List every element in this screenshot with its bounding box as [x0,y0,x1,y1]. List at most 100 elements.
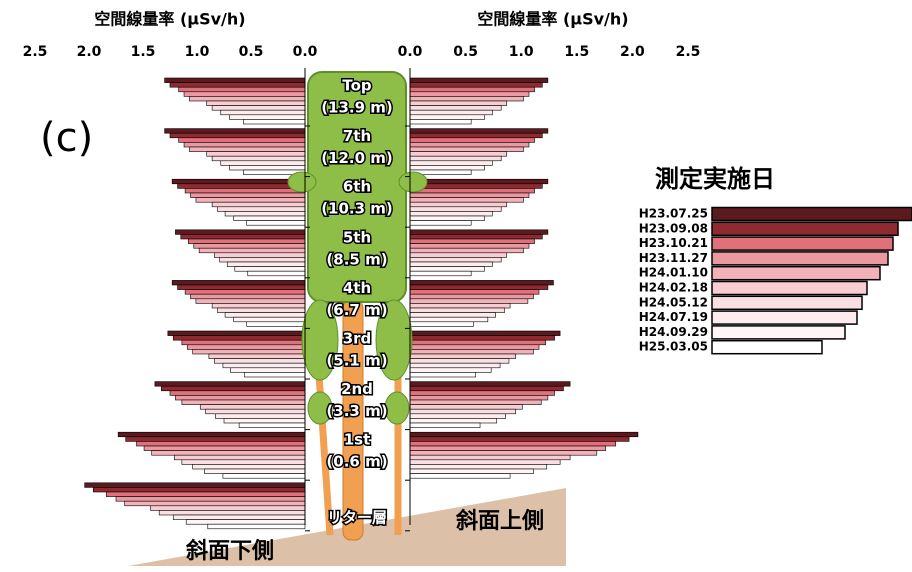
bar [409,395,549,401]
bar [181,339,306,346]
bar [206,100,306,106]
legend-label: H23.09.08 [639,221,708,235]
level-label: 4th [343,279,371,297]
bar [184,188,306,194]
bar [409,178,549,185]
bar [213,252,306,258]
bar [243,119,306,125]
bar [93,487,306,493]
bar [409,257,502,263]
bar [409,307,505,313]
bar [190,293,306,300]
bar [409,418,498,424]
bar [217,307,306,313]
bar [195,197,306,203]
bar [169,82,306,88]
bar [409,77,549,83]
bar [169,390,306,396]
legend-title: 測定実施日 [655,165,775,193]
bar [226,261,306,267]
bar [172,514,306,520]
bar [184,289,306,295]
bar [117,431,306,438]
bar [409,82,543,88]
legend-swatch [711,310,858,325]
legend-label: H23.11.27 [639,251,708,265]
bar [409,105,502,111]
bar [171,178,306,185]
bar [199,404,306,410]
tree [287,71,428,541]
bar [215,413,306,419]
bar [167,330,306,336]
bar [409,431,639,438]
bar [154,381,306,387]
legend-swatch [711,221,899,237]
bar [409,298,529,304]
bar [211,105,306,111]
bar [164,77,306,83]
bar [151,450,306,456]
bar [409,86,535,93]
bar [220,109,306,116]
legend-swatch [711,339,823,355]
annotation: 斜面上側 [455,508,544,534]
bar [409,367,492,373]
bar [188,238,306,244]
bar [409,385,564,392]
bar [409,349,534,355]
bar [224,211,306,217]
bar [409,289,540,295]
x-tick-label: 1.0 [185,44,210,60]
legend-swatch [711,325,846,340]
bar [125,436,306,442]
bar [409,321,474,327]
bar [115,496,306,502]
bar [136,441,306,447]
bar [409,293,534,300]
bar [204,468,306,474]
level-height: (10.3 m) [321,200,393,218]
legend-swatch [711,280,868,296]
bar [409,91,530,97]
bar [238,422,306,428]
bar [409,137,535,143]
bar [409,413,506,419]
bar [178,86,306,93]
bar [222,362,306,369]
x-tick-label: 2.0 [620,44,645,60]
x-tick-label: 1.5 [131,44,156,60]
x-tick-label: 0.0 [398,44,423,60]
x-tick-label: 0.5 [453,44,478,60]
bar [185,519,306,525]
x-axis-label: 空間線量率 (μSv/h) [94,10,245,29]
bar [190,192,306,198]
bar [161,385,306,392]
level-label: 7th [343,127,371,145]
bar [84,482,306,488]
bar [164,128,306,134]
bar [409,468,534,474]
bar [124,500,306,507]
bar [172,335,306,341]
bar [409,459,561,465]
bar [409,436,630,442]
legend-label: H24.05.12 [639,295,708,309]
bar [409,404,523,410]
bar [177,284,306,290]
bar [150,505,306,511]
bar [409,473,511,479]
bar [192,349,306,355]
bar [143,445,306,451]
bar [183,142,306,148]
bar [192,464,306,470]
bar [206,151,306,157]
bar [409,220,472,226]
bar [230,367,306,373]
bar [207,523,306,530]
bar [409,303,511,309]
annotation: 斜面下側 [185,538,274,564]
bar [189,96,306,102]
bar [409,151,508,157]
bar [409,114,485,120]
